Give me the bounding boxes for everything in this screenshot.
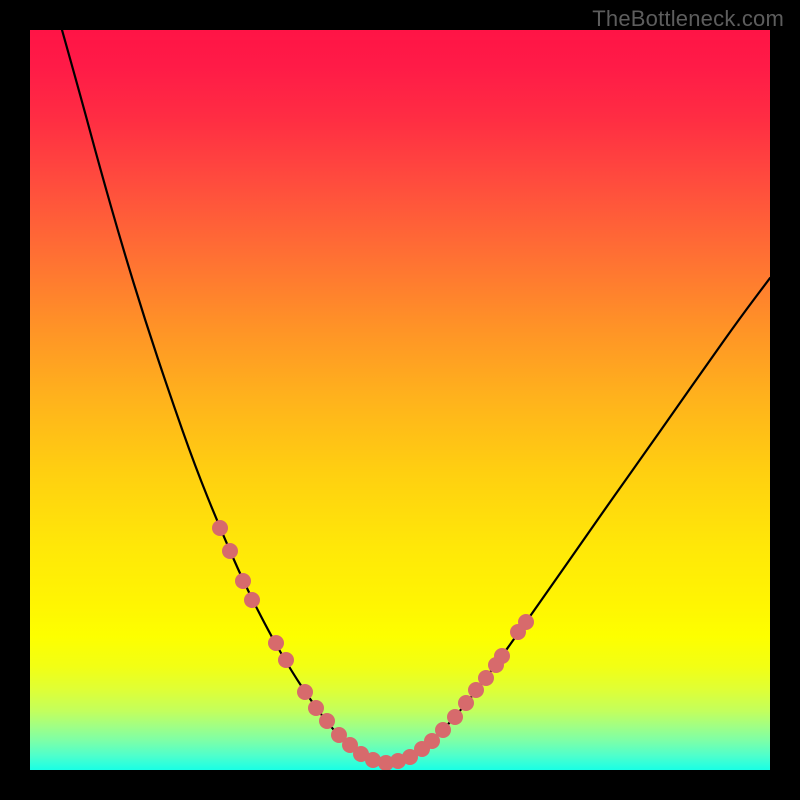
data-marker (244, 592, 260, 608)
data-marker (212, 520, 228, 536)
bottleneck-curve-chart (30, 30, 770, 770)
data-marker (297, 684, 313, 700)
data-marker (435, 722, 451, 738)
data-marker (494, 648, 510, 664)
gradient-background (30, 30, 770, 770)
chart-frame: TheBottleneck.com (0, 0, 800, 800)
data-marker (308, 700, 324, 716)
data-marker (278, 652, 294, 668)
data-marker (222, 543, 238, 559)
data-marker (458, 695, 474, 711)
watermark-text: TheBottleneck.com (592, 6, 784, 32)
data-marker (518, 614, 534, 630)
data-marker (235, 573, 251, 589)
data-marker (478, 670, 494, 686)
data-marker (268, 635, 284, 651)
plot-area (30, 30, 770, 770)
data-marker (319, 713, 335, 729)
data-marker (447, 709, 463, 725)
